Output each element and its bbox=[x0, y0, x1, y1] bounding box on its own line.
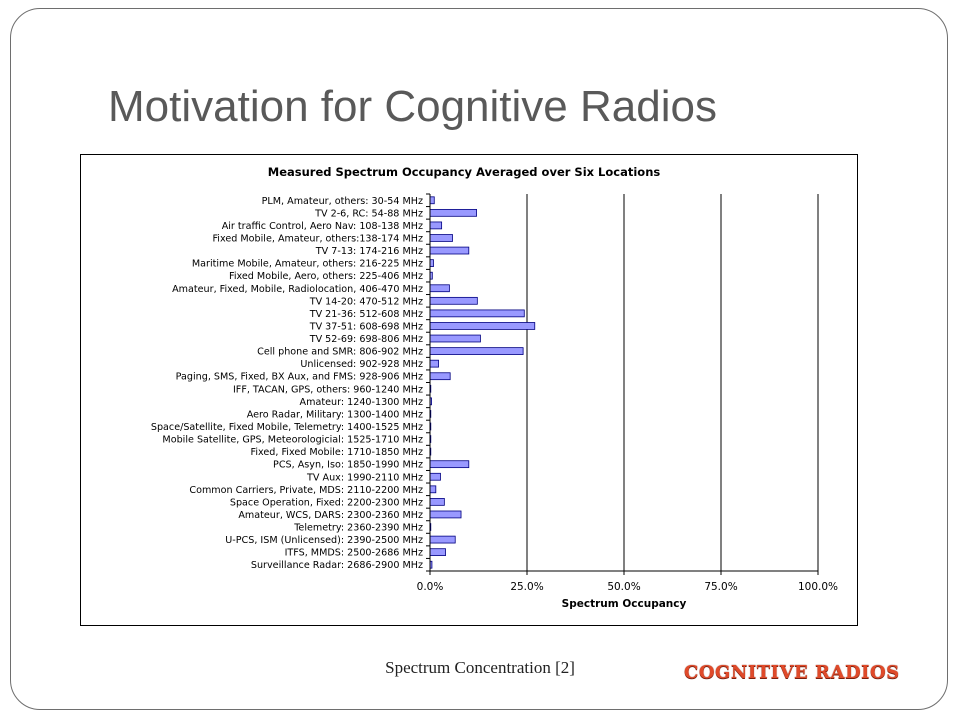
category-label: U-PCS, ISM (Unlicensed): 2390-2500 MHz bbox=[225, 535, 423, 546]
bar bbox=[429, 498, 445, 506]
category-label: TV 21-36: 512-608 MHz bbox=[309, 309, 423, 320]
category-label: PLM, Amateur, others: 30-54 MHz bbox=[262, 196, 423, 207]
chart-title: Measured Spectrum Occupancy Averaged ove… bbox=[268, 165, 661, 179]
bar bbox=[429, 246, 470, 255]
category-label: PCS, Asyn, Iso: 1850-1990 MHz bbox=[273, 460, 423, 471]
category-label: Amateur, WCS, DARS: 2300-2360 MHz bbox=[238, 510, 423, 521]
category-label: Aero Radar, Military: 1300-1400 MHz bbox=[247, 409, 423, 420]
cognitive-radios-logo: COGNITIVE RADIOS bbox=[684, 662, 900, 683]
bar bbox=[429, 510, 462, 519]
category-label: Fixed, Fixed Mobile: 1710-1850 MHz bbox=[251, 447, 424, 458]
slide-frame bbox=[10, 8, 948, 710]
category-label: Fixed Mobile, Amateur, others:138-174 MH… bbox=[212, 233, 423, 244]
category-label: Mobile Satellite, GPS, Meteorologicial: … bbox=[162, 435, 423, 446]
x-axis-label: Spectrum Occupancy bbox=[562, 598, 687, 610]
category-label: Space/Satellite, Fixed Mobile, Telemetry… bbox=[151, 422, 423, 433]
spectrum-occupancy-chart: Measured Spectrum Occupancy Averaged ove… bbox=[151, 165, 838, 610]
chart-container: Measured Spectrum Occupancy Averaged ove… bbox=[80, 154, 858, 626]
bar bbox=[429, 221, 443, 230]
category-label: Space Operation, Fixed: 2200-2300 MHz bbox=[230, 497, 423, 508]
category-label: TV Aux: 1990-2110 MHz bbox=[306, 472, 423, 483]
category-label: ITFS, MMDS: 2500-2686 MHz bbox=[285, 548, 423, 559]
bar bbox=[429, 485, 437, 494]
bar bbox=[429, 472, 441, 481]
x-tick-label: 0.0% bbox=[417, 581, 444, 593]
category-label: Fixed Mobile, Aero, others: 225-406 MHz bbox=[229, 271, 423, 282]
bar bbox=[429, 322, 536, 330]
bar bbox=[429, 259, 434, 267]
category-label: Amateur: 1240-1300 MHz bbox=[300, 397, 423, 408]
bar bbox=[429, 309, 525, 318]
category-label: TV 52-69: 698-806 MHz bbox=[309, 334, 423, 345]
x-tick-label: 75.0% bbox=[704, 581, 737, 593]
category-label: TV 2-6, RC: 54-88 MHz bbox=[314, 208, 423, 219]
category-label: TV 37-51: 608-698 MHz bbox=[309, 321, 423, 332]
category-label: Telemetry: 2360-2390 MHz bbox=[293, 523, 423, 534]
bar bbox=[429, 208, 477, 217]
bar bbox=[429, 296, 478, 305]
category-label: Cell phone and SMR: 806-902 MHz bbox=[257, 347, 423, 358]
category-label: Paging, SMS, Fixed, BX Aux, and FMS: 928… bbox=[176, 372, 423, 383]
category-label: Common Carriers, Private, MDS: 2110-2200… bbox=[189, 485, 423, 496]
category-label: Surveillance Radar: 2686-2900 MHz bbox=[251, 560, 423, 571]
bar bbox=[429, 284, 450, 293]
slide-title: Motivation for Cognitive Radios bbox=[108, 82, 717, 131]
x-tick-label: 25.0% bbox=[510, 581, 543, 593]
x-tick-label: 100.0% bbox=[798, 581, 838, 593]
bar bbox=[429, 535, 456, 544]
category-label: Maritime Mobile, Amateur, others: 216-22… bbox=[192, 259, 423, 270]
bar bbox=[429, 196, 435, 205]
bar bbox=[429, 334, 481, 343]
bar bbox=[429, 372, 451, 381]
category-label: Amateur, Fixed, Mobile, Radiolocation, 4… bbox=[172, 284, 423, 295]
bar bbox=[429, 548, 446, 557]
bar bbox=[429, 234, 453, 242]
bar bbox=[429, 359, 439, 368]
bar bbox=[429, 460, 470, 469]
slide-caption: Spectrum Concentration [2] bbox=[385, 658, 575, 677]
category-label: TV 14-20: 470-512 MHz bbox=[309, 296, 423, 307]
category-label: IFF, TACAN, GPS, others: 960-1240 MHz bbox=[233, 384, 423, 395]
category-label: Unlicensed: 902-928 MHz bbox=[300, 359, 423, 370]
category-label: Air traffic Control, Aero Nav: 108-138 M… bbox=[222, 221, 423, 232]
category-label: TV 7-13: 174-216 MHz bbox=[315, 246, 423, 257]
x-tick-label: 50.0% bbox=[607, 581, 640, 593]
bar bbox=[429, 347, 524, 355]
